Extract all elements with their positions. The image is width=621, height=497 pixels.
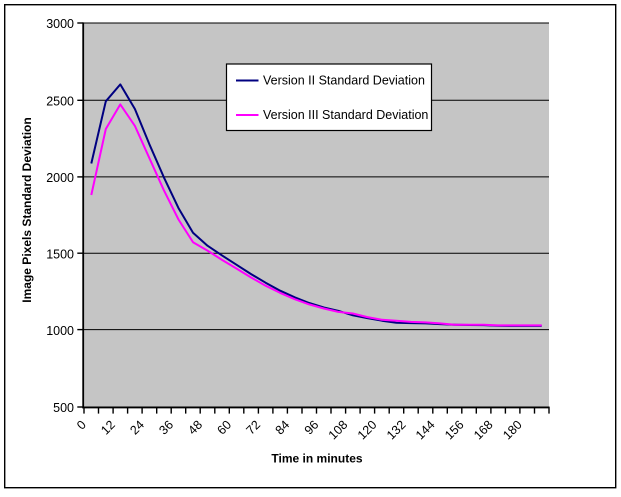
svg-text:Version III Standard Deviation: Version III Standard Deviation bbox=[263, 108, 428, 122]
svg-text:1000: 1000 bbox=[46, 324, 74, 338]
svg-text:1500: 1500 bbox=[46, 247, 74, 261]
svg-text:2000: 2000 bbox=[46, 171, 74, 185]
svg-text:Version II Standard Deviation: Version II Standard Deviation bbox=[263, 74, 425, 88]
svg-text:Time in minutes: Time in minutes bbox=[271, 452, 362, 466]
svg-text:3000: 3000 bbox=[46, 17, 74, 31]
svg-text:2500: 2500 bbox=[46, 95, 74, 109]
svg-text:500: 500 bbox=[53, 401, 74, 415]
svg-text:Image Pixels Standard Deviatio: Image Pixels Standard Deviation bbox=[20, 117, 34, 302]
